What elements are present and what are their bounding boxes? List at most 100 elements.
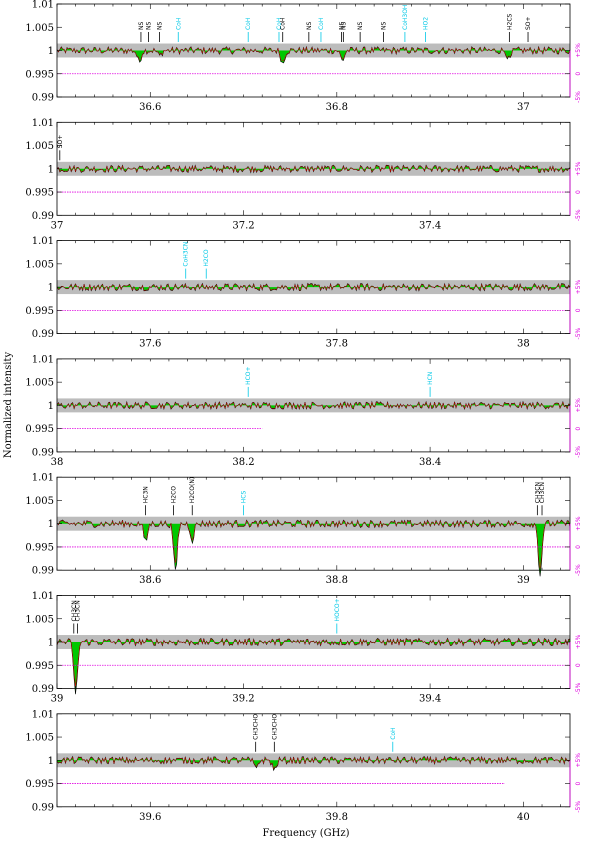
x-tick-label: 38.4 bbox=[419, 457, 441, 468]
residual-tick-label: +5% bbox=[575, 43, 582, 58]
line-label: HCS bbox=[241, 490, 248, 503]
model-spectrum bbox=[56, 756, 571, 770]
residual-tick-label: 0 bbox=[575, 545, 582, 549]
y-tick-label: 1.01 bbox=[32, 236, 54, 247]
line-label: CH3CN bbox=[534, 482, 541, 503]
y-tick-label: 0.99 bbox=[32, 93, 54, 104]
y-tick-label: 1.01 bbox=[32, 591, 54, 602]
y-tick-label: 1.005 bbox=[25, 378, 54, 389]
x-tick-label: 36.8 bbox=[326, 102, 348, 113]
line-label: NS bbox=[380, 22, 387, 30]
residual-tick-label: -5% bbox=[575, 327, 582, 339]
line-label: NS bbox=[338, 22, 345, 30]
x-tick-label: 38.2 bbox=[232, 457, 254, 468]
panel-6: 1.01 1.005 1 0.995 0.99 +5% 0 -5% 39 39.2 39.4 CH3C… bbox=[25, 591, 582, 705]
panel-3: 1.01 1.005 1 0.995 0.99 +5% 0 -5% 37.6 37.8 38 CoH3… bbox=[25, 236, 582, 350]
line-label: SO+ bbox=[525, 16, 532, 30]
residual-tick-label: 0 bbox=[575, 308, 582, 312]
residual-tick-label: 0 bbox=[575, 781, 582, 785]
y-tick-label: 1.01 bbox=[32, 709, 54, 720]
x-tick-label: 38.8 bbox=[326, 575, 348, 586]
y-tick-label: 1 bbox=[48, 638, 54, 649]
line-label: H2CO bbox=[203, 249, 210, 267]
x-tick-label: 39 bbox=[51, 694, 64, 705]
x-tick-label: 37.8 bbox=[326, 339, 348, 350]
y-tick-label: 0.995 bbox=[25, 542, 54, 553]
residual-tick-label: 0 bbox=[575, 190, 582, 194]
y-tick-label: 1 bbox=[48, 756, 54, 767]
y-tick-label: 0.995 bbox=[25, 69, 54, 80]
model-spectrum bbox=[56, 401, 571, 410]
x-tick-label: 38 bbox=[51, 457, 64, 468]
line-label: CoH bbox=[318, 18, 325, 30]
line-label: CH3CHO bbox=[253, 714, 260, 740]
model-spectrum bbox=[56, 638, 571, 687]
x-tick-label: 37.2 bbox=[232, 220, 254, 231]
x-tick-label: 37 bbox=[51, 220, 64, 231]
x-tick-label: 39.2 bbox=[232, 694, 254, 705]
line-label: CoH bbox=[390, 727, 397, 739]
line-label: CH3CHO bbox=[271, 714, 278, 740]
line-label: H2CS bbox=[506, 13, 513, 30]
line-label: HOCO+ bbox=[334, 598, 341, 621]
y-tick-label: 1 bbox=[48, 46, 54, 57]
y-tick-label: 0.995 bbox=[25, 188, 54, 199]
panel-7: 1.01 1.005 1 0.995 0.99 +5% 0 -5% 39.6 39.8 40 CH3C… bbox=[25, 709, 582, 823]
panel-4: 1.01 1.005 1 0.995 0.99 +5% 0 -5% 38 38.2 38.4 HCO+… bbox=[25, 354, 582, 468]
line-label: SO+ bbox=[57, 135, 64, 149]
x-tick-label: 39.4 bbox=[419, 694, 441, 705]
line-label: NS bbox=[340, 22, 347, 30]
y-tick-label: 1.005 bbox=[25, 259, 54, 270]
line-label: NS bbox=[357, 22, 364, 30]
residual-tick-label: -5% bbox=[575, 801, 582, 813]
x-tick-label: 37 bbox=[517, 102, 530, 113]
line-label: CoH bbox=[276, 18, 283, 30]
y-tick-label: 0.99 bbox=[32, 684, 54, 695]
absorption-fill bbox=[57, 756, 570, 771]
y-tick-label: 0.995 bbox=[25, 661, 54, 672]
x-tick-label: 37.4 bbox=[419, 220, 441, 231]
y-axis-label: Normalized intensity bbox=[3, 352, 14, 459]
line-label: CH3CN bbox=[71, 600, 78, 621]
line-label: CoH bbox=[175, 18, 182, 30]
line-label: NS bbox=[138, 22, 145, 30]
y-tick-label: 0.99 bbox=[32, 329, 54, 340]
y-tick-label: 0.995 bbox=[25, 779, 54, 790]
y-tick-label: 1.005 bbox=[25, 141, 54, 152]
x-tick-label: 40 bbox=[517, 812, 530, 823]
x-tick-label: 38.6 bbox=[139, 575, 161, 586]
residual-tick-label: -5% bbox=[575, 91, 582, 103]
residual-tick-label: -5% bbox=[575, 682, 582, 694]
x-tick-label: 38 bbox=[517, 339, 530, 350]
panel-5: 1.01 1.005 1 0.995 0.99 +5% 0 -5% 38.6 38.8 39 HC3N… bbox=[25, 473, 582, 587]
y-tick-label: 1 bbox=[48, 519, 54, 530]
y-tick-label: 1.01 bbox=[32, 354, 54, 365]
y-tick-label: 1.005 bbox=[25, 733, 54, 744]
residual-tick-label: 0 bbox=[575, 427, 582, 431]
line-label: CoH bbox=[245, 18, 252, 30]
y-tick-label: 0.99 bbox=[32, 566, 54, 577]
y-tick-label: 0.995 bbox=[25, 424, 54, 435]
line-label: NS bbox=[157, 22, 164, 30]
x-tick-label: 39.8 bbox=[326, 812, 348, 823]
model-spectrum bbox=[56, 165, 571, 173]
residual-tick-label: -5% bbox=[575, 446, 582, 458]
residual-tick-label: 0 bbox=[575, 72, 582, 76]
model-spectrum bbox=[56, 46, 571, 62]
model-spectrum bbox=[56, 283, 571, 291]
y-tick-label: 0.99 bbox=[32, 802, 54, 813]
y-tick-label: 1 bbox=[48, 401, 54, 412]
line-label: H2CO(N) bbox=[189, 477, 196, 503]
residual-tick-label: +5% bbox=[575, 753, 582, 768]
y-tick-label: 1.005 bbox=[25, 23, 54, 34]
y-tick-label: 1.005 bbox=[25, 496, 54, 507]
y-tick-label: 1.01 bbox=[32, 118, 54, 129]
line-label: NS bbox=[145, 22, 152, 30]
residual-tick-label: +5% bbox=[575, 280, 582, 295]
line-label: H2CO bbox=[171, 486, 178, 504]
line-label: HO2 bbox=[422, 17, 429, 30]
line-label: HCO+ bbox=[245, 366, 252, 384]
